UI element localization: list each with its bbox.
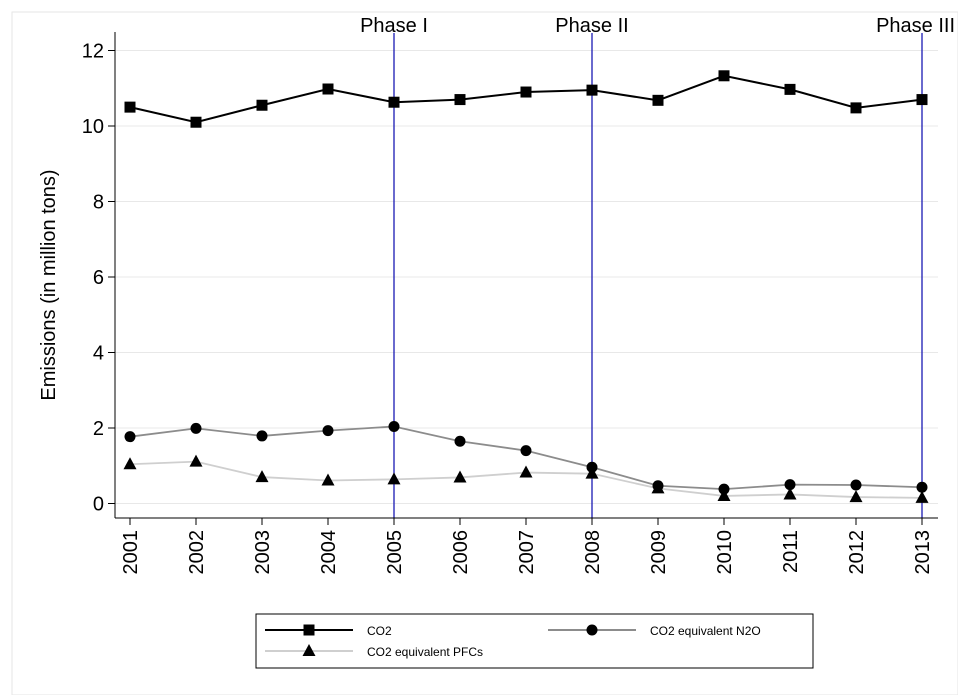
data-point-2-2005 (387, 472, 401, 485)
data-point-2-2010 (717, 488, 731, 501)
legend-label-0: CO2 (367, 624, 392, 638)
legend-label-2: CO2 equivalent PFCs (367, 645, 483, 659)
data-point-0-2005 (388, 96, 400, 108)
data-point-1-2003 (256, 430, 268, 442)
x-tick-label-2013: 2013 (912, 530, 934, 575)
y-tick-label-2: 2 (93, 418, 104, 440)
legend-label-1: CO2 equivalent N2O (650, 624, 761, 638)
data-point-0-2009 (652, 94, 664, 106)
x-tick-label-2007: 2007 (516, 530, 538, 575)
data-point-0-2010 (718, 70, 730, 82)
data-point-2-2002 (189, 454, 203, 467)
y-tick-label-4: 4 (93, 343, 104, 365)
legend: CO2 CO2 equivalent N2O CO2 equivalent PFCs (255, 613, 814, 669)
y-axis-title: Emissions (in million tons) (38, 169, 60, 400)
x-tick-label-2002: 2002 (186, 530, 208, 575)
data-point-2-2001 (123, 457, 137, 470)
x-tick-label-2010: 2010 (714, 530, 736, 575)
data-point-1-2011 (784, 479, 796, 491)
axes: 0 2 4 6 8 10 12 Emissions (in million tons) 2001… (38, 32, 938, 575)
data-point-2-2007 (519, 465, 533, 478)
y-tick-label-0: 0 (93, 494, 104, 516)
data-point-1-2006 (454, 435, 466, 447)
x-tick-label-2005: 2005 (384, 530, 406, 575)
series-layer (123, 70, 929, 503)
data-point-1-2005 (388, 420, 400, 432)
phase-label-1: Phase I (360, 15, 428, 37)
phase-label-2: Phase II (555, 15, 628, 37)
x-tick-label-2001: 2001 (120, 530, 142, 575)
grid-lines (115, 50, 938, 504)
y-tick-label-8: 8 (93, 192, 104, 214)
data-point-1-2008 (586, 461, 598, 473)
y-tick-label-12: 12 (82, 41, 104, 63)
legend-marker-0 (303, 624, 315, 636)
phase-label-3: Phase III (876, 15, 955, 37)
data-point-1-2013 (916, 481, 928, 493)
data-point-1-2007 (520, 445, 532, 457)
x-tick-label-2008: 2008 (582, 530, 604, 575)
y-tick-label-10: 10 (82, 116, 104, 138)
x-tick-label-2004: 2004 (318, 530, 340, 575)
data-point-2-2012 (849, 490, 863, 503)
data-point-0-2002 (190, 116, 202, 128)
data-point-1-2001 (124, 431, 136, 443)
data-point-2-2013 (915, 490, 929, 503)
data-point-0-2013 (916, 94, 928, 106)
x-tick-label-2011: 2011 (780, 530, 802, 573)
chart-outer-border (11, 11, 958, 696)
legend-marker-2 (302, 644, 316, 656)
data-point-0-2007 (520, 86, 532, 98)
phase-lines: Phase I Phase II Phase III (360, 15, 955, 518)
data-point-2-2011 (783, 487, 797, 500)
x-tick-label-2003: 2003 (252, 530, 274, 575)
data-point-0-2012 (850, 102, 862, 114)
series-1 (124, 420, 928, 495)
data-point-0-2001 (124, 101, 136, 113)
data-point-1-2010 (718, 483, 730, 495)
data-point-1-2002 (190, 422, 202, 434)
y-tick-label-6: 6 (93, 267, 104, 289)
data-point-0-2003 (256, 99, 268, 111)
data-point-2-2004 (321, 473, 335, 486)
data-point-1-2004 (322, 425, 334, 437)
x-tick-label-2006: 2006 (450, 530, 472, 575)
data-point-2-2003 (255, 470, 269, 483)
data-point-0-2006 (454, 94, 466, 106)
x-tick-label-2009: 2009 (648, 530, 670, 575)
data-point-1-2009 (652, 480, 664, 492)
data-point-0-2004 (322, 83, 334, 95)
legend-box (255, 613, 814, 669)
x-tick-label-2012: 2012 (846, 530, 868, 575)
data-point-0-2008 (586, 84, 598, 96)
data-point-1-2012 (850, 479, 862, 491)
series-0 (124, 70, 928, 128)
data-point-0-2011 (784, 83, 796, 95)
data-point-2-2006 (453, 470, 467, 483)
legend-marker-1 (586, 624, 598, 636)
